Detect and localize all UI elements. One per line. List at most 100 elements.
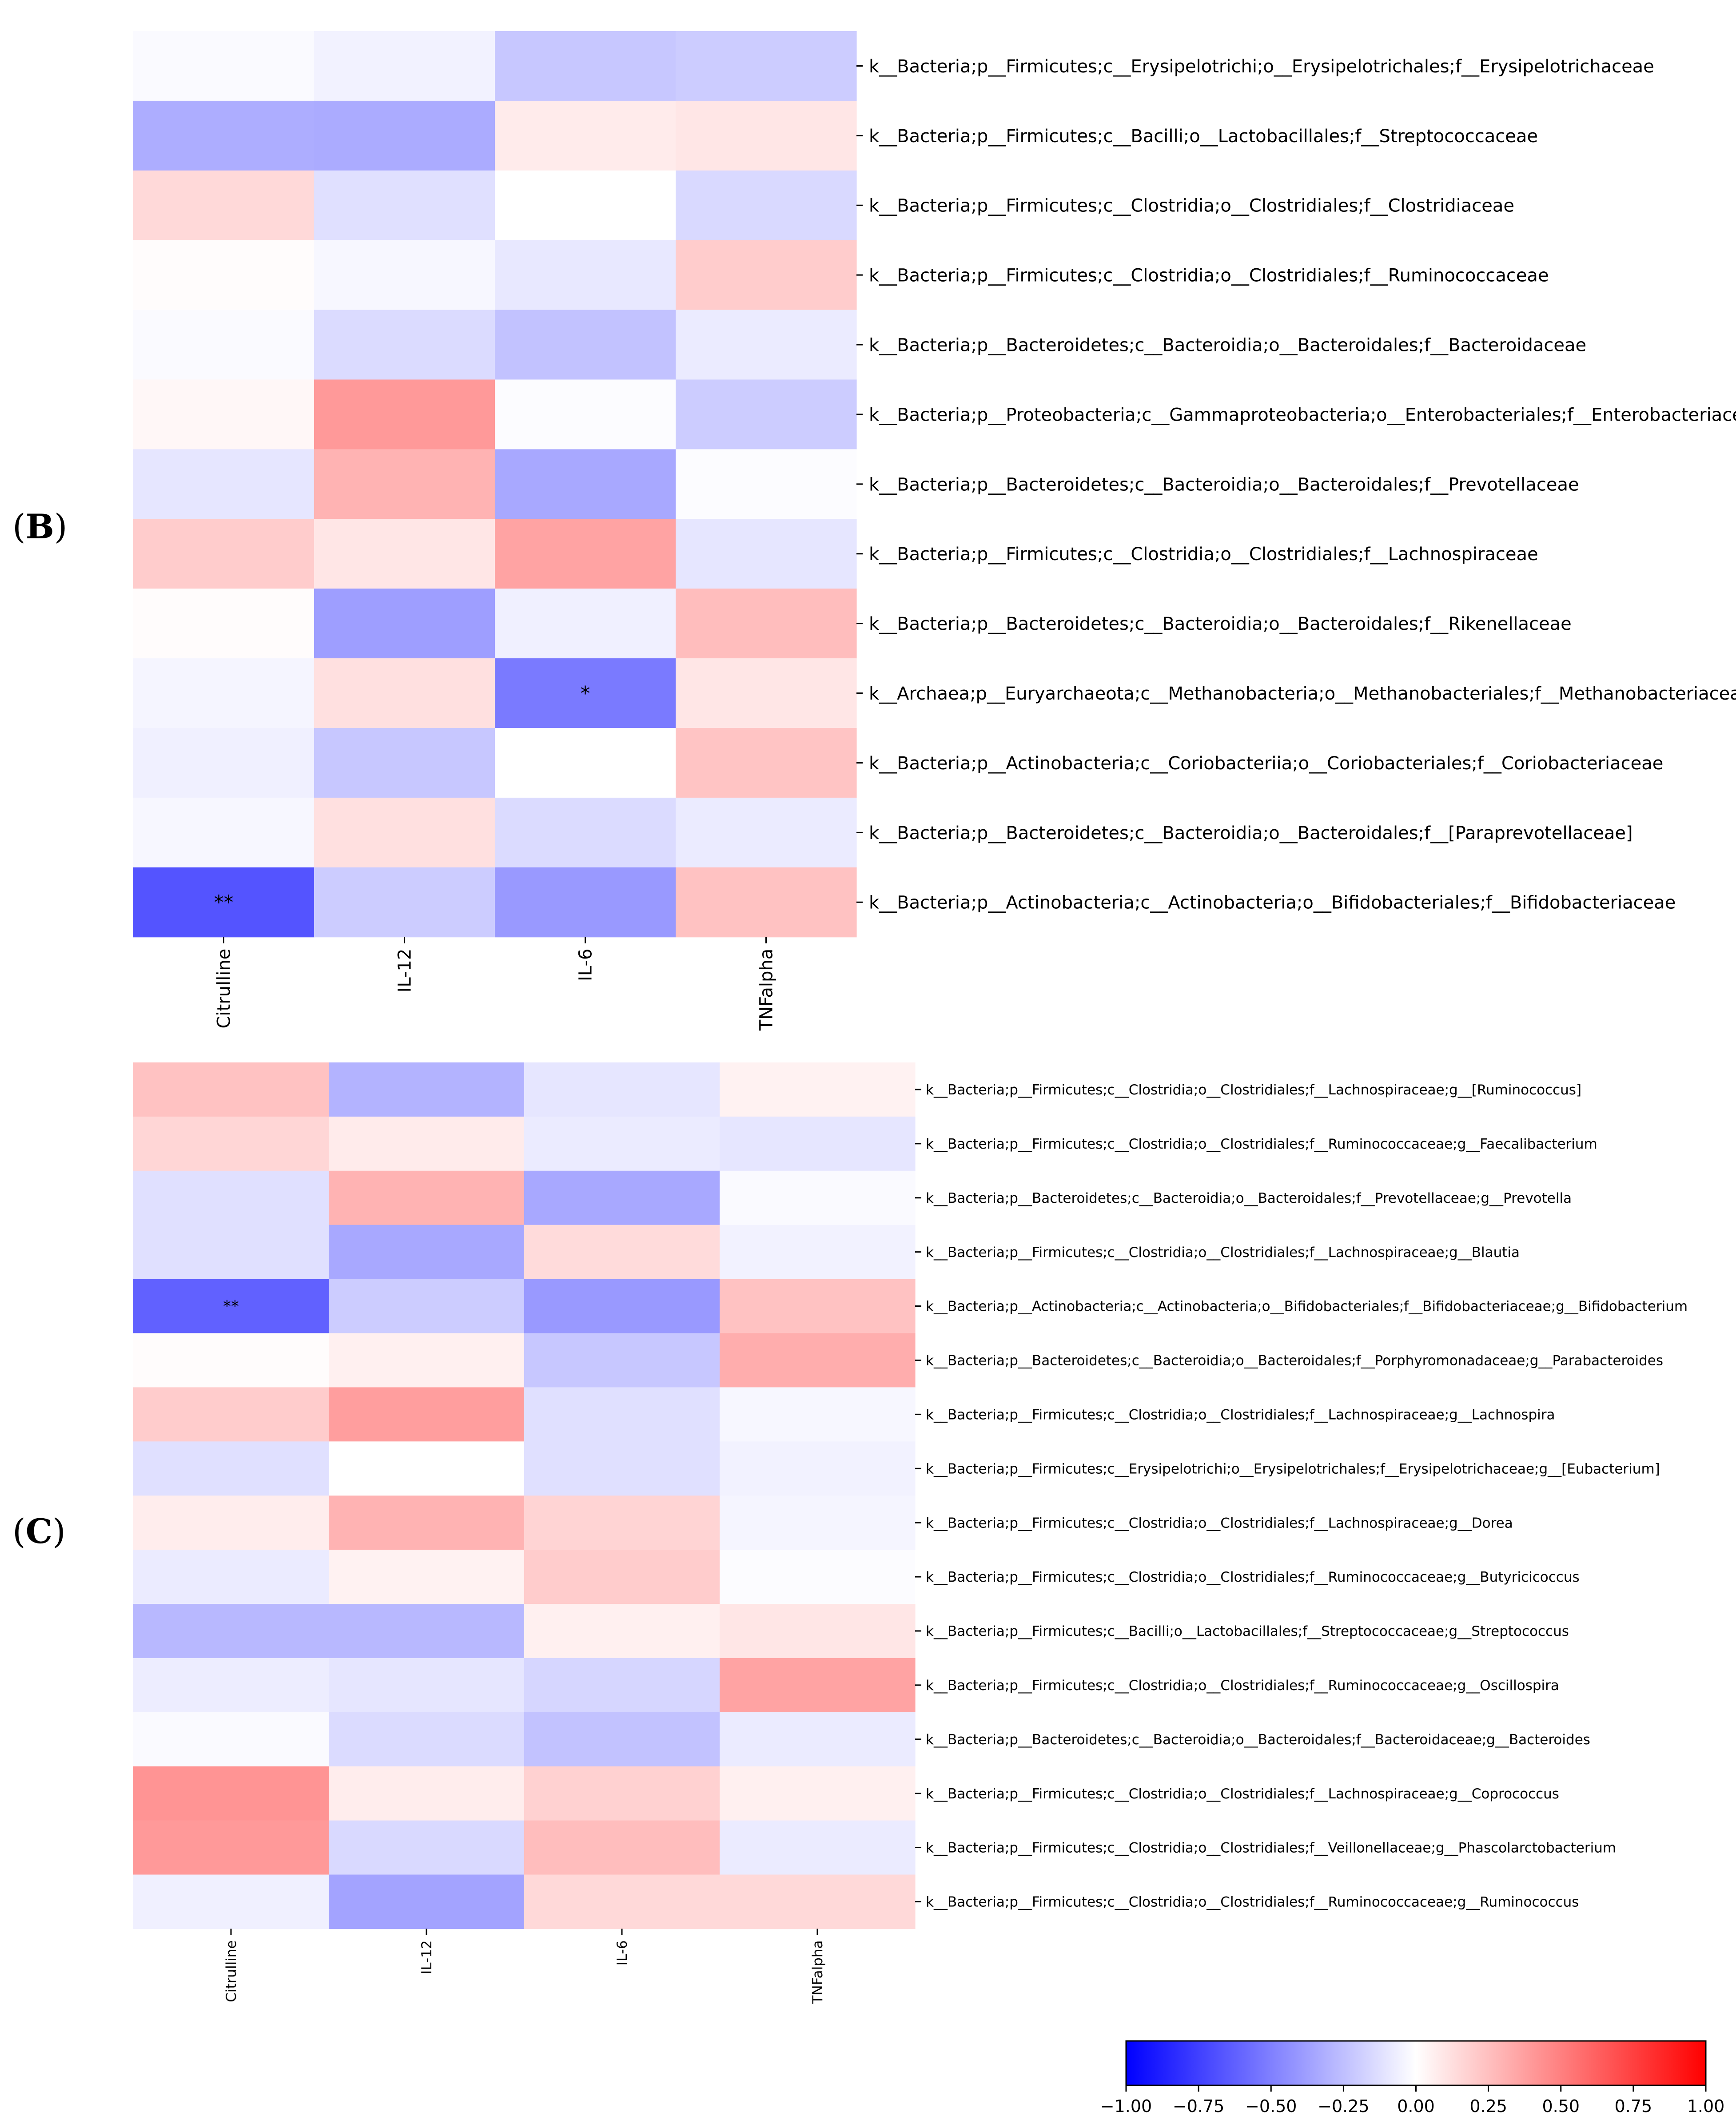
heatmap-b-row-label-1: k__Bacteria;p__Firmicutes;c__Bacilli;o__… (869, 126, 1538, 147)
heatmap-c-cell-r10-c2 (524, 1604, 720, 1659)
colorbar-tick-label-0: −1.00 (1100, 2096, 1152, 2116)
heatmap-c-row-label-15: k__Bacteria;p__Firmicutes;c__Clostridia;… (926, 1894, 1579, 1910)
heatmap-b-cell-r3-c2 (495, 240, 676, 310)
heatmap-c-row-label-5: k__Bacteria;p__Bacteroidetes;c__Bacteroi… (926, 1353, 1663, 1369)
heatmap-b-row-label-2: k__Bacteria;p__Firmicutes;c__Clostridia;… (869, 196, 1514, 216)
colorbar-tick-label-8: 1.00 (1687, 2096, 1725, 2116)
heatmap-c-cell-r1-c1 (329, 1116, 525, 1171)
colorbar-tick-label-1: −0.75 (1173, 2096, 1224, 2116)
heatmap-c-row-label-4: k__Bacteria;p__Actinobacteria;c__Actinob… (926, 1299, 1688, 1315)
heatmap-c-cell-r3-c3 (720, 1225, 916, 1280)
heatmap-b-col-label-2: IL-6 (576, 949, 596, 981)
panel-label-c: (C) (12, 1511, 66, 1551)
heatmap-b-cell-r8-c2 (495, 589, 676, 659)
heatmap-c-cell-r10-c0 (133, 1604, 329, 1659)
heatmap-b-cell-r2-c0 (133, 170, 315, 241)
heatmap-b-cell-r4-c1 (314, 310, 495, 380)
heatmap-c-cell-r1-c2 (524, 1116, 720, 1171)
heatmap-b-cell-r12-c2 (495, 867, 676, 938)
heatmap-c-cell-r4-c1 (329, 1279, 525, 1334)
heatmap-b-cell-r5-c0 (133, 379, 315, 449)
heatmap-b-row-label-0: k__Bacteria;p__Firmicutes;c__Erysipelotr… (869, 56, 1654, 77)
heatmap-b-annotation-1: ** (214, 891, 234, 914)
heatmap-c-cell-r5-c1 (329, 1333, 525, 1388)
heatmap-b-cell-r11-c0 (133, 797, 315, 868)
heatmap-b-cell-r0-c0 (133, 31, 315, 101)
heatmap-b-cell-r7-c1 (314, 519, 495, 589)
heatmap-c-cell-r10-c1 (329, 1604, 525, 1659)
heatmap-b-cell-r1-c0 (133, 100, 315, 171)
heatmap-c-row-label-0: k__Bacteria;p__Firmicutes;c__Clostridia;… (926, 1082, 1581, 1098)
heatmap-b-cell-r12-c0 (133, 867, 315, 938)
heatmap-c-cell-r6-c1 (329, 1387, 525, 1442)
heatmap-b-cell-r10-c1 (314, 728, 495, 798)
heatmap-c-cell-r7-c1 (329, 1441, 525, 1496)
heatmap-c-cell-r7-c3 (720, 1441, 916, 1496)
heatmap-b-cell-r5-c2 (495, 379, 676, 449)
heatmap-c-cell-r6-c3 (720, 1387, 916, 1442)
heatmap-b-cell-r4-c3 (676, 310, 857, 380)
heatmap-b-row-label-6: k__Bacteria;p__Bacteroidetes;c__Bacteroi… (869, 474, 1579, 495)
heatmap-c-col-label-3: TNFalpha (810, 1940, 826, 2004)
heatmap-c-cell-r6-c2 (524, 1387, 720, 1442)
heatmap-c-cell-r1-c3 (720, 1116, 916, 1171)
heatmap-c-cell-r11-c2 (524, 1658, 720, 1713)
heatmap-b-cell-r3-c0 (133, 240, 315, 310)
heatmap-c-cell-r0-c0 (133, 1062, 329, 1117)
heatmap-b-cell-r11-c3 (676, 797, 857, 868)
heatmap-b-cell-r5-c3 (676, 379, 857, 449)
heatmap-c-cell-r12-c2 (524, 1712, 720, 1767)
heatmap-b-cell-r8-c3 (676, 589, 857, 659)
heatmap-c-cell-r9-c3 (720, 1550, 916, 1604)
heatmap-b-cell-r10-c3 (676, 728, 857, 798)
heatmap-b-row-label-8: k__Bacteria;p__Bacteroidetes;c__Bacteroi… (869, 614, 1572, 634)
heatmap-b-cell-r9-c0 (133, 658, 315, 728)
heatmap-c-col-label-0: Citrulline (223, 1940, 239, 2002)
heatmap-b-cell-r10-c0 (133, 728, 315, 798)
heatmap-c-cell-r11-c0 (133, 1658, 329, 1713)
heatmap-b-cell-r5-c1 (314, 379, 495, 449)
heatmap-c-cell-r0-c2 (524, 1062, 720, 1117)
heatmap-b-cell-r2-c1 (314, 170, 495, 241)
heatmap-c-row-label-14: k__Bacteria;p__Firmicutes;c__Clostridia;… (926, 1840, 1616, 1856)
heatmap-c-cell-r3-c0 (133, 1225, 329, 1280)
heatmap-b-row-label-11: k__Bacteria;p__Bacteroidetes;c__Bacteroi… (869, 823, 1633, 843)
heatmap-b-cell-r0-c1 (314, 31, 495, 101)
heatmap-c-cell-r15-c3 (720, 1874, 916, 1929)
heatmap-c-cell-r8-c3 (720, 1496, 916, 1550)
colorbar-tick-label-5: 0.25 (1469, 2096, 1507, 2116)
heatmap-c-cell-r3-c2 (524, 1225, 720, 1280)
heatmap-c-cell-r13-c1 (329, 1766, 525, 1821)
heatmap-b-cell-r9-c3 (676, 658, 857, 728)
heatmap-b-row-label-7: k__Bacteria;p__Firmicutes;c__Clostridia;… (869, 544, 1538, 565)
heatmap-c-cell-r3-c1 (329, 1225, 525, 1280)
heatmap-b-cell-r2-c2 (495, 170, 676, 241)
heatmap-c-cell-r15-c2 (524, 1874, 720, 1929)
heatmap-c-cell-r4-c3 (720, 1279, 916, 1334)
colorbar (1125, 2040, 1707, 2086)
heatmap-c-cell-r2-c0 (133, 1170, 329, 1225)
heatmap-b-cell-r9-c1 (314, 658, 495, 728)
heatmap-c-cell-r12-c1 (329, 1712, 525, 1767)
heatmap-c-row-label-13: k__Bacteria;p__Firmicutes;c__Clostridia;… (926, 1786, 1559, 1802)
heatmap-b-cell-r7-c3 (676, 519, 857, 589)
heatmap-c-cell-r14-c1 (329, 1820, 525, 1875)
heatmap-c-cell-r14-c0 (133, 1820, 329, 1875)
heatmap-c-cell-r15-c0 (133, 1874, 329, 1929)
heatmap-b-cell-r6-c3 (676, 449, 857, 519)
heatmap-c-cell-r14-c3 (720, 1820, 916, 1875)
heatmap-c-cell-r10-c3 (720, 1604, 916, 1659)
heatmap-b-cell-r3-c3 (676, 240, 857, 310)
heatmap-c-col-label-2: IL-6 (614, 1940, 630, 1965)
heatmap-c-cell-r8-c0 (133, 1496, 329, 1550)
heatmap-b-cell-r2-c3 (676, 170, 857, 241)
heatmap-b-row-label-5: k__Bacteria;p__Proteobacteria;c__Gammapr… (869, 405, 1736, 425)
heatmap-c-cell-r13-c3 (720, 1766, 916, 1821)
heatmap-c-cell-r13-c2 (524, 1766, 720, 1821)
heatmap-c-cell-r5-c0 (133, 1333, 329, 1388)
heatmap-c-cell-r0-c1 (329, 1062, 525, 1117)
panel-label-b: (B) (12, 507, 68, 546)
heatmap-c-cell-r4-c2 (524, 1279, 720, 1334)
colorbar-tick-label-7: 0.75 (1615, 2096, 1652, 2116)
heatmap-c-row-label-3: k__Bacteria;p__Firmicutes;c__Clostridia;… (926, 1245, 1520, 1261)
